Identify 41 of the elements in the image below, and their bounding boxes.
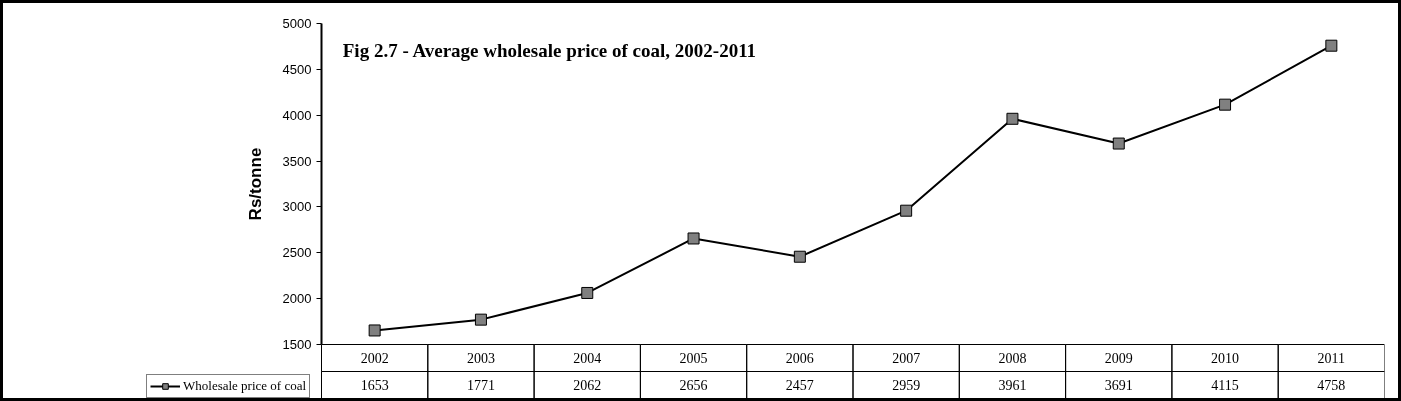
data-label: 3691 (1104, 378, 1133, 393)
data-label: 2959 (892, 378, 921, 393)
point (687, 232, 700, 245)
data-label: 2656 (679, 378, 708, 393)
x-tick-label: 2002 (360, 351, 389, 366)
point (1325, 39, 1338, 52)
data-label: 3961 (998, 378, 1027, 393)
point (900, 204, 913, 217)
point (793, 250, 806, 263)
x-tick-label: 2010 (1211, 351, 1240, 366)
y-tick-label: 5000 (282, 16, 312, 31)
point (1006, 112, 1019, 125)
data-label: 2062 (573, 378, 602, 393)
data-label: 1653 (360, 378, 389, 393)
y-tick-label: 4500 (282, 61, 312, 77)
y-tick-label: 2000 (282, 291, 312, 307)
y-tick-label: 3000 (282, 199, 312, 215)
point (474, 313, 487, 326)
x-tick-label: 2003 (466, 351, 495, 366)
x-tick-label: 2006 (785, 351, 814, 366)
x-tick-label: 2004 (573, 351, 602, 366)
x-tick-label: 2009 (1104, 351, 1133, 366)
x-tick-label: 2008 (998, 351, 1027, 366)
y-tick-label: 3500 (282, 153, 312, 169)
point (581, 286, 594, 299)
y-tick-label: 4000 (282, 107, 312, 123)
data-label: 4758 (1317, 378, 1346, 393)
text: Fig 2.7 - Average wholesale price of coal, 2002-2011 (342, 39, 757, 61)
point (368, 324, 381, 337)
data-label: 1771 (466, 378, 495, 393)
data-label: 2457 (785, 378, 814, 393)
point (1219, 98, 1232, 111)
x-tick-label: 2011 (1317, 351, 1346, 366)
x-tick-label: 2007 (892, 351, 921, 366)
y-tick-label: 1500 (282, 337, 312, 352)
x-tick-label: 2005 (679, 351, 708, 366)
y-tick-label: 2500 (282, 245, 312, 261)
legend-label: Wholesale price of coal (183, 378, 307, 394)
y-axis-title: Rs/tonne (245, 147, 265, 221)
point (1112, 137, 1125, 150)
data-label: 4115 (1211, 378, 1239, 393)
